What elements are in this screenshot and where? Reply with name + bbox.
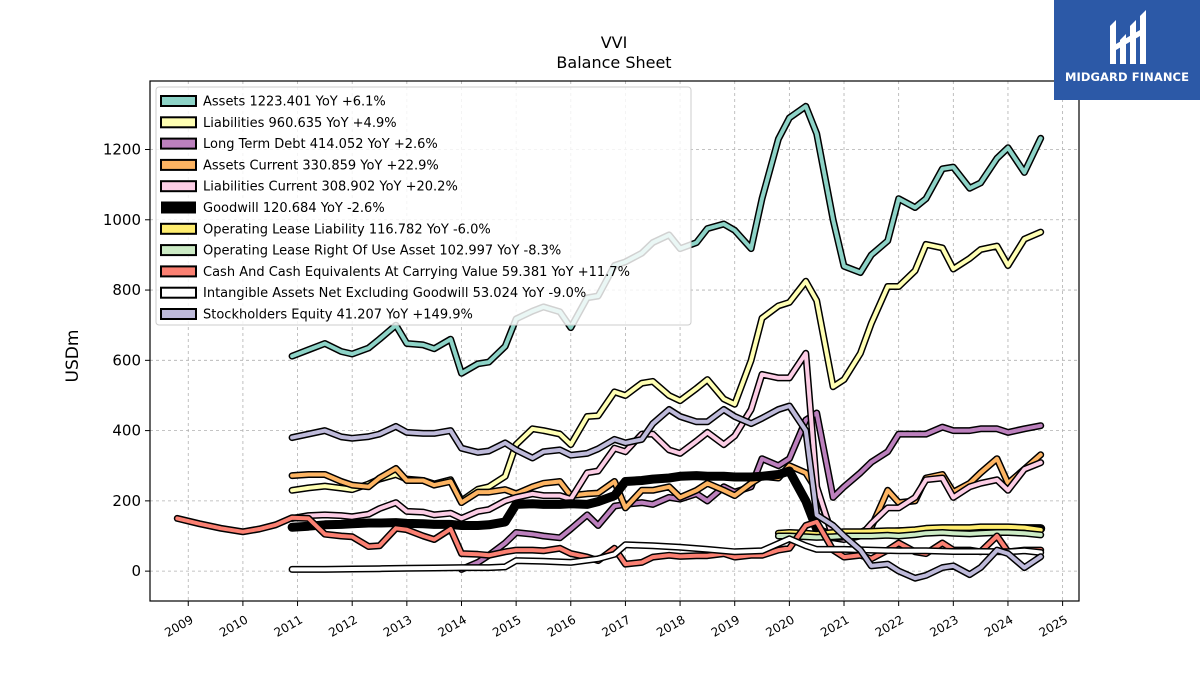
- chart-title: VVI: [601, 33, 628, 52]
- y-tick-label: 400: [112, 422, 141, 440]
- x-tick-label: 2015: [490, 612, 523, 639]
- x-tick-label: 2025: [1037, 612, 1070, 639]
- legend-swatch: [161, 201, 196, 214]
- series-line-cash-and-cash-equivalents-at-carrying-value: [175, 515, 1043, 567]
- legend-swatch: [160, 265, 197, 278]
- x-tick-label: 2019: [709, 612, 742, 639]
- x-tick-label: 2021: [818, 612, 851, 639]
- legend-box: [155, 86, 692, 326]
- x-tick-label: 2017: [599, 612, 632, 639]
- x-tick-label: 2013: [381, 612, 414, 639]
- y-tick-label: 1200: [103, 141, 141, 159]
- series-lines: [173, 102, 1046, 582]
- x-tick-label: 2024: [982, 612, 1015, 639]
- legend-swatch: [160, 95, 197, 107]
- y-tick-label: 600: [112, 351, 141, 369]
- brand-name: MIDGARD FINANCE: [1064, 70, 1190, 84]
- x-tick-label: 2012: [326, 612, 359, 639]
- legend-entry: Assets 1223.401 YoY +6.1%: [203, 95, 386, 110]
- legend-swatch: [160, 116, 197, 129]
- x-tick-label: 2023: [927, 612, 960, 639]
- legend-entry: Liabilities 960.635 YoY +4.9%: [203, 116, 397, 131]
- legend-entry: Operating Lease Right Of Use Asset 102.9…: [203, 244, 561, 259]
- legend-swatch: [160, 308, 197, 320]
- x-tick-label: 2009: [162, 612, 195, 639]
- series-line-liabilities-current: [290, 351, 1043, 542]
- x-tick-label: 2014: [436, 612, 469, 639]
- legend-entry: Liabilities Current 308.902 YoY +20.2%: [203, 180, 458, 195]
- legend-swatch: [160, 222, 197, 235]
- legend-entry: Stockholders Equity 41.207 YoY +149.9%: [203, 308, 473, 323]
- chart-subtitle: Balance Sheet: [556, 53, 671, 72]
- legend-entry: Assets Current 330.859 YoY +22.9%: [203, 158, 439, 173]
- x-tick-label: 2011: [272, 612, 305, 639]
- legend-entry: Operating Lease Liability 116.782 YoY -6…: [203, 222, 491, 237]
- x-tick-label: 2018: [654, 612, 687, 639]
- series-line-intangible-assets-net-excluding-goodwill: [290, 536, 1043, 572]
- legend-entry: Cash And Cash Equivalents At Carrying Va…: [203, 265, 630, 280]
- plot-frame: [149, 80, 1080, 602]
- legend-entry: Long Term Debt 414.052 YoY +2.6%: [203, 137, 438, 152]
- midgard-logo-icon: [1110, 10, 1146, 64]
- legend: Assets 1223.401 YoY +6.1% Liabilities 960…: [155, 86, 692, 326]
- y-tick-label: 0: [131, 562, 141, 580]
- legend-swatch: [160, 244, 197, 257]
- legend-entry: Goodwill 120.684 YoY -2.6%: [203, 201, 385, 216]
- x-tick-label: 2020: [763, 612, 796, 639]
- legend-entry: Intangible Assets Net Excluding Goodwill…: [203, 286, 586, 301]
- legend-swatch: [160, 158, 197, 171]
- x-tick-label: 2022: [873, 612, 906, 639]
- legend-swatch: [160, 180, 197, 193]
- legend-swatch: [160, 286, 197, 299]
- y-tick-label: 1000: [103, 211, 141, 229]
- legend-swatch: [160, 137, 197, 150]
- x-tick-label: 2010: [217, 612, 250, 639]
- x-tick-label: 2016: [545, 612, 578, 639]
- series-line-operating-lease-right-of-use-asset: [776, 530, 1043, 540]
- y-tick-label: 200: [112, 492, 141, 510]
- y-tick-label: 800: [112, 281, 141, 299]
- brand-logo: MIDGARD FINANCE: [1054, 0, 1200, 100]
- y-axis-label: USDm: [63, 330, 83, 383]
- series-line-stockholders-equity: [290, 404, 1043, 581]
